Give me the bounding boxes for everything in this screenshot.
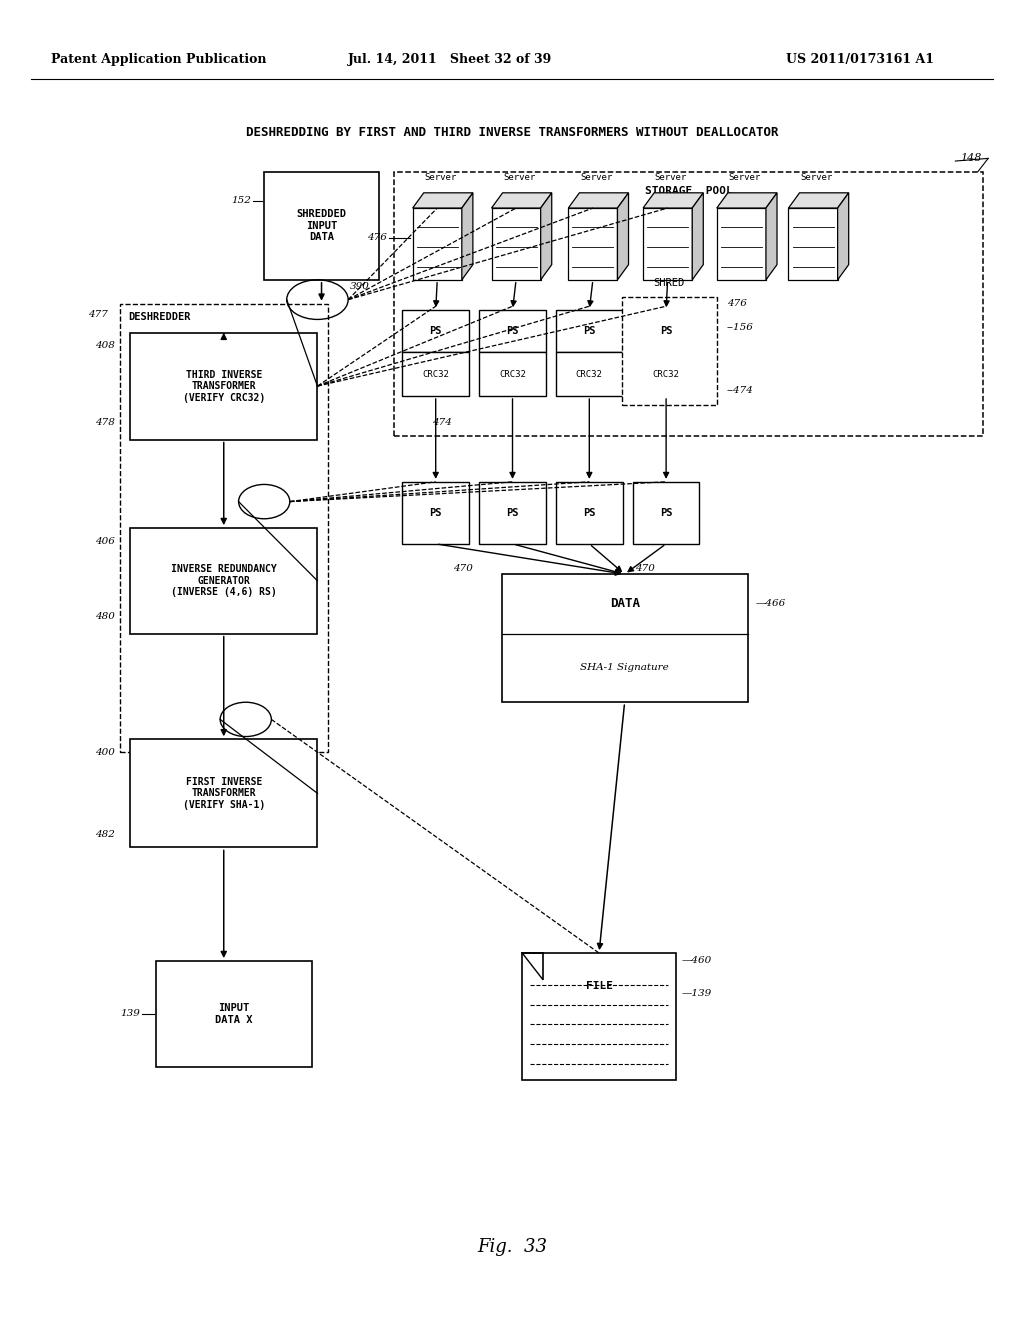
Text: 152: 152 bbox=[231, 197, 251, 205]
Text: CRC32: CRC32 bbox=[422, 370, 450, 379]
FancyBboxPatch shape bbox=[402, 352, 469, 396]
Text: 470: 470 bbox=[453, 564, 473, 573]
FancyBboxPatch shape bbox=[492, 209, 541, 280]
FancyBboxPatch shape bbox=[568, 209, 617, 280]
Text: FIRST INVERSE
TRANSFORMER
(VERIFY SHA-1): FIRST INVERSE TRANSFORMER (VERIFY SHA-1) bbox=[182, 776, 265, 810]
Text: 470: 470 bbox=[635, 564, 655, 573]
Text: CRC32: CRC32 bbox=[499, 370, 526, 379]
Text: 148: 148 bbox=[961, 153, 982, 164]
FancyBboxPatch shape bbox=[264, 172, 379, 280]
Text: SHRED: SHRED bbox=[653, 277, 685, 288]
Text: 476: 476 bbox=[368, 234, 387, 242]
FancyBboxPatch shape bbox=[633, 352, 699, 396]
FancyBboxPatch shape bbox=[130, 333, 317, 440]
Text: Fig.  33: Fig. 33 bbox=[477, 1238, 547, 1257]
FancyBboxPatch shape bbox=[394, 172, 983, 436]
Text: 477: 477 bbox=[88, 310, 108, 318]
Polygon shape bbox=[788, 193, 849, 209]
Text: INPUT
DATA X: INPUT DATA X bbox=[215, 1003, 253, 1024]
FancyBboxPatch shape bbox=[633, 482, 699, 544]
Text: PS: PS bbox=[506, 508, 519, 517]
Text: Server: Server bbox=[728, 173, 761, 182]
FancyBboxPatch shape bbox=[633, 310, 699, 352]
FancyBboxPatch shape bbox=[522, 953, 676, 1080]
Polygon shape bbox=[643, 193, 703, 209]
Text: DESHREDDER: DESHREDDER bbox=[128, 312, 190, 322]
Text: CRC32: CRC32 bbox=[652, 370, 680, 379]
Text: SHREDDED
INPUT
DATA: SHREDDED INPUT DATA bbox=[297, 209, 346, 243]
Text: SHA-1 Signature: SHA-1 Signature bbox=[581, 664, 669, 672]
Polygon shape bbox=[541, 193, 552, 280]
Text: PS: PS bbox=[429, 508, 442, 517]
Text: THIRD INVERSE
TRANSFORMER
(VERIFY CRC32): THIRD INVERSE TRANSFORMER (VERIFY CRC32) bbox=[182, 370, 265, 403]
FancyBboxPatch shape bbox=[130, 739, 317, 847]
Text: PS: PS bbox=[583, 326, 596, 337]
Text: —460: —460 bbox=[682, 957, 713, 965]
FancyBboxPatch shape bbox=[643, 209, 692, 280]
Text: 390: 390 bbox=[350, 282, 370, 290]
Text: US 2011/0173161 A1: US 2011/0173161 A1 bbox=[786, 53, 934, 66]
Text: —139: —139 bbox=[682, 990, 713, 998]
Text: STORAGE  POOL: STORAGE POOL bbox=[645, 186, 732, 197]
Text: Server: Server bbox=[580, 173, 612, 182]
Text: Jul. 14, 2011   Sheet 32 of 39: Jul. 14, 2011 Sheet 32 of 39 bbox=[348, 53, 553, 66]
Polygon shape bbox=[766, 193, 777, 280]
Polygon shape bbox=[617, 193, 629, 280]
Polygon shape bbox=[717, 193, 777, 209]
Text: 400: 400 bbox=[95, 748, 115, 756]
FancyBboxPatch shape bbox=[556, 310, 623, 352]
FancyBboxPatch shape bbox=[622, 297, 717, 405]
FancyBboxPatch shape bbox=[556, 482, 623, 544]
Text: Patent Application Publication: Patent Application Publication bbox=[51, 53, 266, 66]
FancyBboxPatch shape bbox=[788, 209, 838, 280]
Polygon shape bbox=[492, 193, 552, 209]
Text: Server: Server bbox=[800, 173, 833, 182]
Text: —466: —466 bbox=[756, 599, 786, 607]
Text: 406: 406 bbox=[95, 537, 115, 545]
Text: 139: 139 bbox=[121, 1010, 140, 1018]
Text: 408: 408 bbox=[95, 342, 115, 350]
Text: --156: --156 bbox=[727, 323, 754, 331]
FancyBboxPatch shape bbox=[479, 482, 546, 544]
FancyBboxPatch shape bbox=[130, 528, 317, 634]
Text: 478: 478 bbox=[95, 418, 115, 426]
Text: 482: 482 bbox=[95, 830, 115, 838]
Polygon shape bbox=[838, 193, 849, 280]
Text: PS: PS bbox=[659, 508, 673, 517]
FancyBboxPatch shape bbox=[402, 310, 469, 352]
Text: 476: 476 bbox=[727, 300, 746, 308]
FancyBboxPatch shape bbox=[479, 310, 546, 352]
Text: CRC32: CRC32 bbox=[575, 370, 603, 379]
Text: PS: PS bbox=[583, 508, 596, 517]
Text: PS: PS bbox=[506, 326, 519, 337]
Polygon shape bbox=[462, 193, 473, 280]
FancyBboxPatch shape bbox=[479, 352, 546, 396]
Text: PS: PS bbox=[659, 326, 673, 337]
Text: Server: Server bbox=[503, 173, 536, 182]
FancyBboxPatch shape bbox=[120, 304, 328, 752]
FancyBboxPatch shape bbox=[717, 209, 766, 280]
Text: INVERSE REDUNDANCY
GENERATOR
(INVERSE (4,6) RS): INVERSE REDUNDANCY GENERATOR (INVERSE (4… bbox=[171, 564, 276, 598]
Text: 474: 474 bbox=[432, 418, 453, 428]
Text: 480: 480 bbox=[95, 612, 115, 620]
Text: Server: Server bbox=[654, 173, 687, 182]
Polygon shape bbox=[568, 193, 629, 209]
FancyBboxPatch shape bbox=[413, 209, 462, 280]
FancyBboxPatch shape bbox=[556, 352, 623, 396]
Text: FILE: FILE bbox=[586, 981, 612, 991]
Polygon shape bbox=[692, 193, 703, 280]
Text: Server: Server bbox=[424, 173, 457, 182]
FancyBboxPatch shape bbox=[156, 961, 312, 1067]
FancyBboxPatch shape bbox=[402, 482, 469, 544]
Polygon shape bbox=[413, 193, 473, 209]
Text: DESHREDDING BY FIRST AND THIRD INVERSE TRANSFORMERS WITHOUT DEALLOCATOR: DESHREDDING BY FIRST AND THIRD INVERSE T… bbox=[246, 125, 778, 139]
Text: --474: --474 bbox=[727, 387, 754, 395]
Text: DATA: DATA bbox=[609, 598, 640, 610]
FancyBboxPatch shape bbox=[502, 574, 748, 702]
Text: PS: PS bbox=[429, 326, 442, 337]
